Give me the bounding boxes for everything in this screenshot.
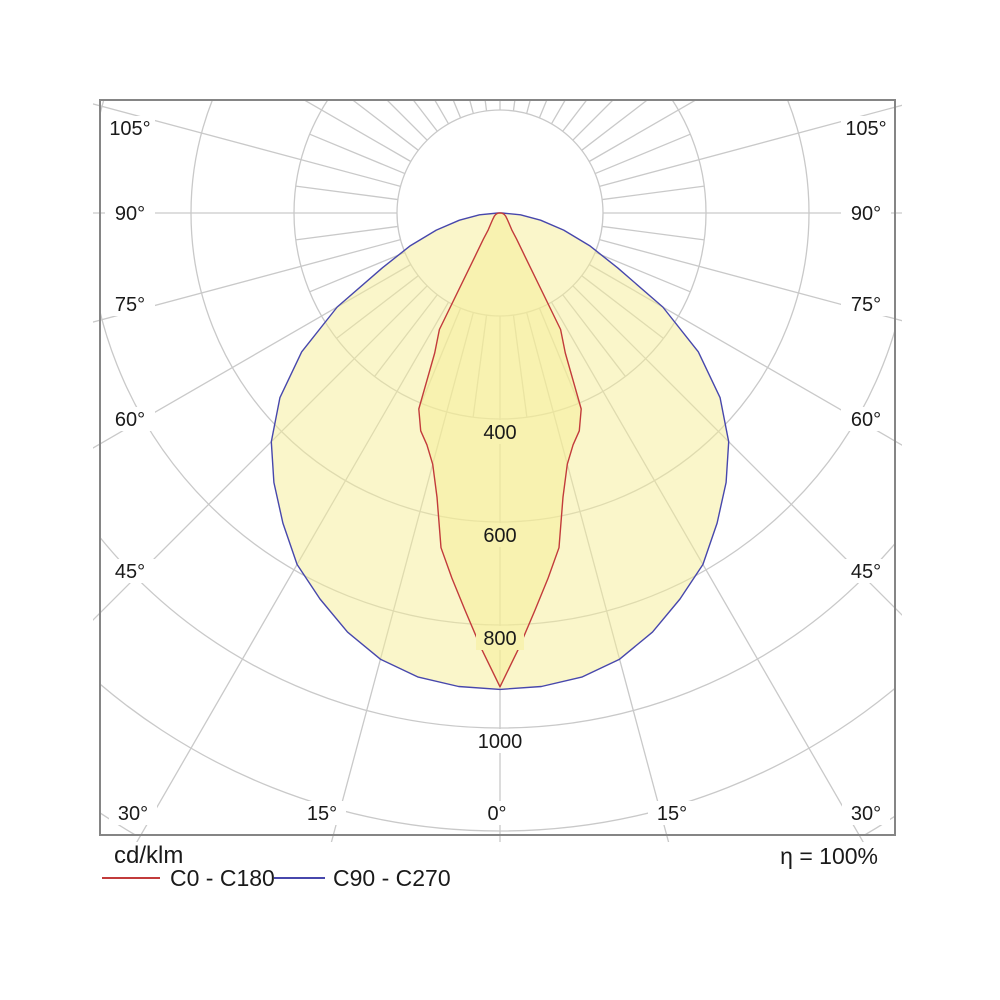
legend-swatch-c0-line (102, 877, 160, 879)
sub-spoke-line (602, 225, 705, 241)
sub-spoke-line (411, 99, 438, 132)
angle-label-left-chip (105, 292, 155, 316)
ring-label-chip (476, 523, 524, 547)
spoke-line (599, 239, 902, 322)
sub-spoke-line (350, 99, 419, 151)
angle-label-right: 90° (851, 203, 881, 225)
legend-label-c90: C90 - C270 (333, 865, 451, 891)
ring-label: 1000 (478, 731, 523, 753)
curves-layer (270, 212, 730, 691)
angle-label-right-chip (841, 559, 891, 583)
angle-label-bottom-chip (648, 801, 696, 825)
sub-spoke-line (538, 99, 548, 119)
angle-label-bottom: 0° (487, 803, 506, 825)
angle-label-right: 45° (851, 561, 881, 583)
sub-spoke-line (581, 99, 650, 151)
angle-label-left: 105° (109, 118, 150, 140)
angle-label-left: 45° (115, 561, 145, 583)
sub-spoke-line (452, 99, 462, 119)
angle-label-right-chip (841, 407, 891, 431)
angle-label-bottom: 15° (307, 803, 337, 825)
spoke-line (93, 103, 401, 187)
sub-spoke-line (562, 99, 589, 132)
angle-label-right-chip (841, 116, 891, 140)
angle-label-right-chip (841, 201, 891, 225)
angle-label-bottom: 15° (657, 803, 687, 825)
angle-label-bottom-chip (109, 801, 157, 825)
sub-spoke-line (602, 185, 705, 201)
sub-spoke-line (309, 251, 406, 293)
angle-label-right: 60° (851, 409, 881, 431)
axis-labels: 400 600 800 1000 105° 105° 90° 90° 75° 75° 60° 60° 4… (105, 116, 891, 825)
ring-label: 800 (483, 628, 516, 650)
ring-label-chip (476, 420, 524, 444)
sub-spoke-line (594, 251, 691, 293)
angle-label-bottom: 30° (118, 803, 148, 825)
ring-label: 400 (483, 422, 516, 444)
ring-label-chip (471, 729, 529, 753)
angle-label-left-chip (105, 559, 155, 583)
ring-label: 600 (483, 525, 516, 547)
legend-label-c0: C0 - C180 (170, 865, 275, 891)
angle-label-bottom-chip (480, 801, 514, 825)
plot-frame (99, 99, 896, 836)
angle-label-left: 60° (115, 409, 145, 431)
angle-label-right: 105° (845, 118, 886, 140)
angle-label-left: 90° (115, 203, 145, 225)
legend-swatch-c90-line (274, 877, 325, 879)
angle-label-left-chip (105, 201, 155, 225)
c0-c180-curve (418, 212, 582, 688)
angle-label-right-chip (841, 292, 891, 316)
angle-label-left-chip (105, 116, 155, 140)
sub-spoke-line (295, 185, 398, 201)
spoke-line (599, 104, 902, 187)
unit-label: cd/klm (114, 842, 184, 869)
sub-spoke-line (594, 133, 691, 175)
efficiency-label: η = 100% (780, 843, 878, 869)
spoke-line (93, 239, 401, 323)
angle-label-left: 75° (115, 294, 145, 316)
sub-spoke-line (309, 133, 406, 175)
angle-label-bottom-chip (298, 801, 346, 825)
angle-label-bottom-chip (842, 801, 890, 825)
spoke-line (93, 263, 412, 449)
angle-label-left-chip (105, 407, 155, 431)
sub-spoke-line (295, 225, 398, 241)
angle-label-right: 75° (851, 294, 881, 316)
angle-label-bottom: 30° (851, 803, 881, 825)
spoke-line (588, 263, 902, 446)
ring-label-chip (476, 626, 524, 650)
